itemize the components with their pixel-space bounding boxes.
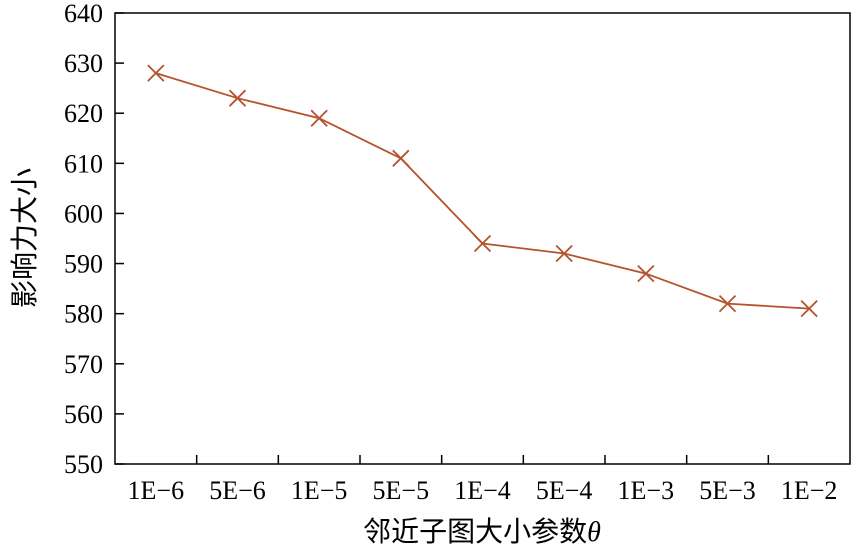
x-tick-label: 1E−4 [454, 476, 511, 505]
data-point-marker [228, 89, 247, 107]
x-tick-label: 5E−5 [373, 476, 430, 505]
marker-stroke [310, 109, 328, 127]
marker-stroke [228, 89, 247, 107]
y-tick-label: 570 [64, 350, 103, 379]
x-tick-label: 1E−3 [618, 476, 675, 505]
marker-stroke [800, 300, 818, 318]
series-group [147, 64, 818, 318]
x-tick-label: 1E−2 [781, 476, 838, 505]
plot-frame [114, 12, 851, 465]
y-tick-label: 620 [64, 99, 103, 128]
data-point-marker [147, 64, 165, 82]
data-point-marker [310, 109, 328, 127]
y-axis: 550 560 570 580 590 600 610 620 630 640 [64, 0, 124, 479]
y-tick-label: 550 [64, 450, 103, 479]
marker-stroke [147, 64, 165, 82]
marker-stroke [392, 149, 410, 167]
y-axis-title: 影响力大小 [8, 168, 41, 308]
data-point-marker [392, 149, 410, 167]
data-point-marker [718, 295, 737, 313]
x-tick-label: 5E−6 [209, 476, 266, 505]
x-tick-label: 5E−3 [699, 476, 756, 505]
x-tick-label: 5E−4 [536, 476, 593, 505]
data-point-marker [555, 244, 573, 263]
data-point-marker [637, 264, 655, 283]
x-axis-title-symbol: θ [587, 517, 601, 548]
series-line [155, 72, 810, 310]
x-axis: 1E−6 5E−6 1E−5 5E−5 1E−4 5E−4 1E−3 5E−3 1E−2 [128, 455, 838, 505]
y-tick-label: 600 [64, 199, 103, 228]
marker-stroke [555, 244, 573, 263]
y-tick-label: 580 [64, 300, 103, 329]
x-axis-title: 邻近子图大小参数θ [363, 515, 601, 548]
x-tick-label: 1E−6 [128, 476, 185, 505]
marker-stroke [718, 295, 737, 313]
y-tick-label: 610 [64, 149, 103, 178]
y-tick-label: 590 [64, 250, 103, 279]
marker-stroke [473, 234, 492, 253]
y-tick-label: 630 [64, 49, 103, 78]
y-tick-label: 640 [64, 0, 103, 28]
x-tick-label: 1E−5 [291, 476, 348, 505]
data-point-marker [473, 234, 492, 253]
y-tick-label: 560 [64, 400, 103, 429]
data-point-marker [800, 300, 818, 318]
marker-stroke [637, 264, 655, 283]
x-axis-title-text: 邻近子图大小参数 [363, 515, 587, 548]
